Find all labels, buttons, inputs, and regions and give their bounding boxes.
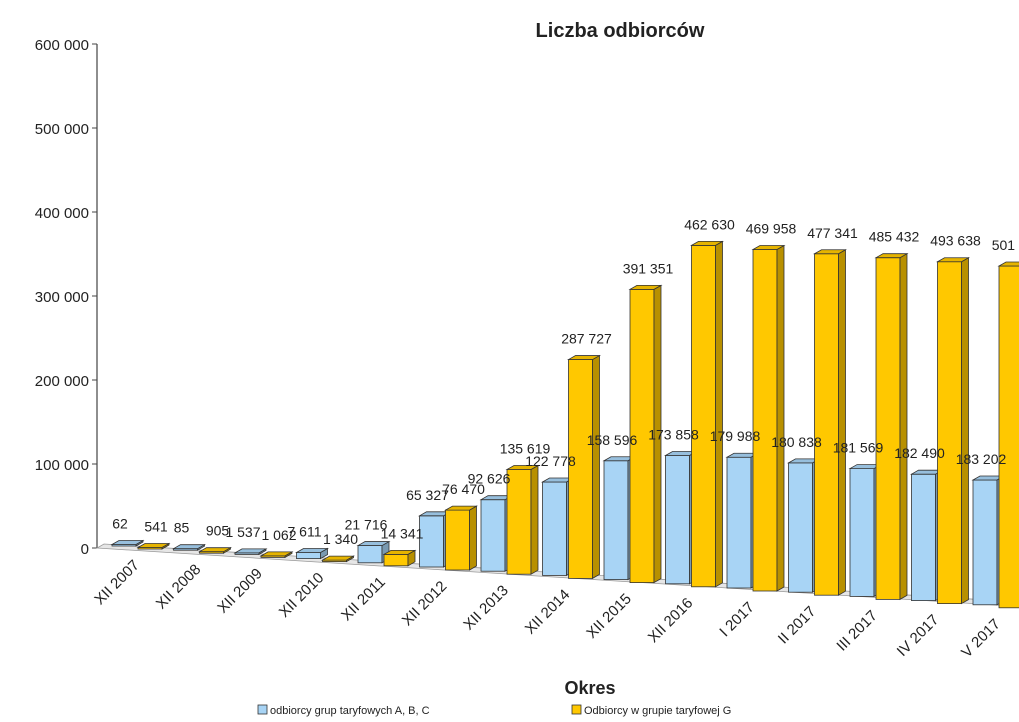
bar-g-7 [566,354,602,580]
bar-g-0 [136,542,171,550]
data-label-g-7: 287 727 [561,331,612,347]
x-tick-label-0: XII 2007 [91,557,143,609]
data-label-g-9: 462 630 [684,216,735,232]
x-tick-label-1: XII 2008 [153,561,205,613]
legend: odbiorcy grup taryfowych A, B, C Odbiorcy… [257,704,731,717]
x-tick-label-3: XII 2010 [276,569,328,621]
y-tick-label: 300 000 [35,289,89,306]
data-label-abc-7: 122 778 [525,453,576,469]
y-axis: 0 100 000 200 000 300 000 400 000 500 000 600 … [35,37,98,558]
x-axis-title: Okres [564,678,615,698]
bar-abc-2 [233,548,268,556]
data-label-abc-1: 85 [174,520,190,536]
data-label-abc-12: 181 569 [833,440,884,456]
x-tick-label-5: XII 2012 [399,578,451,630]
bar-g-14 [997,261,1019,609]
data-label-abc-6: 92 626 [468,471,511,487]
data-label-abc-0: 62 [112,516,128,532]
x-tick-label-2: XII 2009 [214,565,266,617]
x-tick-label-10: I 2017 [716,599,758,641]
y-tick-label: 400 000 [35,205,89,222]
data-label-abc-13: 182 490 [894,445,945,461]
bar-g-6 [505,464,540,575]
data-label-g-2: 1 062 [261,527,296,543]
bar-g-12 [874,253,909,601]
y-tick-label: 200 000 [35,373,89,390]
data-label-g-0: 541 [144,519,168,535]
data-label-g-11: 477 341 [807,225,858,241]
y-tick-label: 0 [81,541,89,558]
bar-abc-0 [110,539,145,547]
data-label-abc-5: 65 327 [406,487,449,503]
bar-g-10 [751,244,786,592]
bar-abc-1 [171,544,207,551]
bar-g-3 [320,555,356,563]
y-tick-label: 100 000 [35,457,89,474]
bar-g-9 [689,240,725,588]
legend-swatch-1 [571,704,582,715]
data-label-g-13: 493 638 [930,233,981,249]
bar-g-5 [443,505,479,571]
data-label-g-14: 501 685 [992,237,1019,253]
data-label-abc-4: 21 716 [345,517,388,533]
y-tick-label: 500 000 [35,121,89,138]
data-label-g-12: 485 432 [869,229,920,245]
legend-swatch-0 [257,704,268,715]
data-label-abc-10: 179 988 [710,428,761,444]
bar-abc-3 [294,547,330,560]
bar-g-4 [382,549,417,567]
x-tick-label-11: II 2017 [775,603,819,647]
data-label-g-4: 14 341 [381,525,424,541]
chart-title: Liczba odbiorców [536,20,705,42]
x-tick-label-7: XII 2014 [522,586,574,638]
legend-label-1: Odbiorcy w grupie taryfowej G [584,705,731,717]
x-tick-label-4: XII 2011 [338,574,389,625]
data-label-abc-11: 180 838 [771,434,822,450]
x-tick-label-9: XII 2016 [645,595,697,647]
data-label-abc-8: 158 596 [587,432,638,448]
data-label-g-1: 905 [206,523,230,539]
bar-g-11 [812,249,848,596]
data-label-g-10: 469 958 [746,221,797,237]
bar-g-13 [935,257,971,605]
x-tick-label-12: III 2017 [833,607,880,654]
data-label-abc-9: 173 858 [648,427,699,443]
data-label-abc-3: 7 611 [288,523,322,539]
x-tick-label-8: XII 2015 [583,590,635,642]
x-tick-label-6: XII 2013 [460,582,512,634]
legend-label-0: odbiorcy grup taryfowych A, B, C [270,705,430,717]
bar-g-8 [628,284,663,584]
data-label-g-3: 1 340 [323,531,358,547]
y-tick-label: 600 000 [35,37,89,54]
data-label-g-8: 391 351 [623,260,674,276]
bar-g-1 [197,547,233,554]
x-tick-label-13: IV 2017 [894,611,943,660]
bars [110,240,1019,609]
data-label-abc-2: 1 537 [225,524,260,540]
bar-g-2 [259,551,294,559]
data-label-g-6: 135 619 [500,441,551,457]
data-label-g-5: 76 470 [442,481,485,497]
data-label-abc-14: 183 202 [956,451,1007,467]
x-tick-label-14: V 2017 [958,616,1004,662]
